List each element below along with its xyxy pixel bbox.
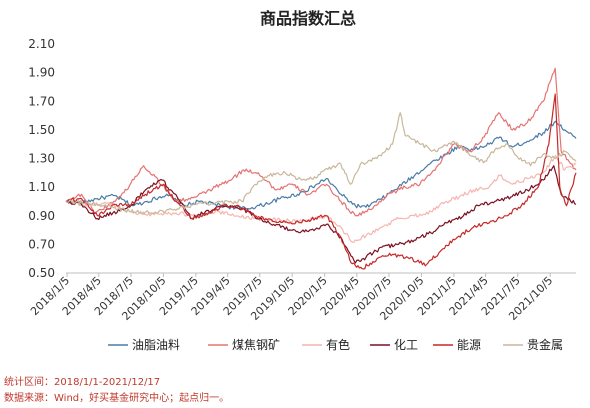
- chart-title: 商品指数汇总: [260, 9, 356, 28]
- series-line-1: [65, 120, 577, 210]
- series-line-6: [65, 112, 577, 215]
- y-tick-label: 0.70: [28, 237, 55, 251]
- y-tick-label: 1.30: [28, 152, 55, 166]
- legend-label: 有色: [326, 338, 350, 352]
- series-line-3: [65, 155, 577, 243]
- legend: 油脂油料 煤焦钢矿 有色 化工 能源 贵金属: [108, 337, 563, 352]
- footer-source: 数据来源：Wind，好买基金研究中心；起点归一。: [4, 393, 230, 404]
- legend-label: 化工: [394, 338, 418, 352]
- legend-label: 油脂油料: [132, 337, 180, 352]
- y-tick-label: 2.10: [28, 37, 55, 51]
- series-layer: [65, 67, 577, 270]
- footer-range: 统计区间：2018/1/1-2021/12/17: [4, 377, 161, 388]
- y-tick-label: 1.90: [28, 66, 55, 80]
- y-tick-label: 1.10: [28, 180, 55, 194]
- y-tick-label: 1.50: [28, 123, 55, 137]
- y-tick-label: 1.70: [28, 94, 55, 108]
- series-line-2: [65, 67, 577, 217]
- legend-label: 能源: [457, 338, 481, 352]
- y-tick-label: 0.50: [28, 266, 55, 280]
- legend-label: 煤焦钢矿: [232, 338, 280, 352]
- series-line-4: [65, 165, 577, 264]
- series-line-5: [65, 93, 577, 270]
- y-tick-label: 0.90: [28, 209, 55, 223]
- legend-label: 贵金属: [527, 337, 563, 352]
